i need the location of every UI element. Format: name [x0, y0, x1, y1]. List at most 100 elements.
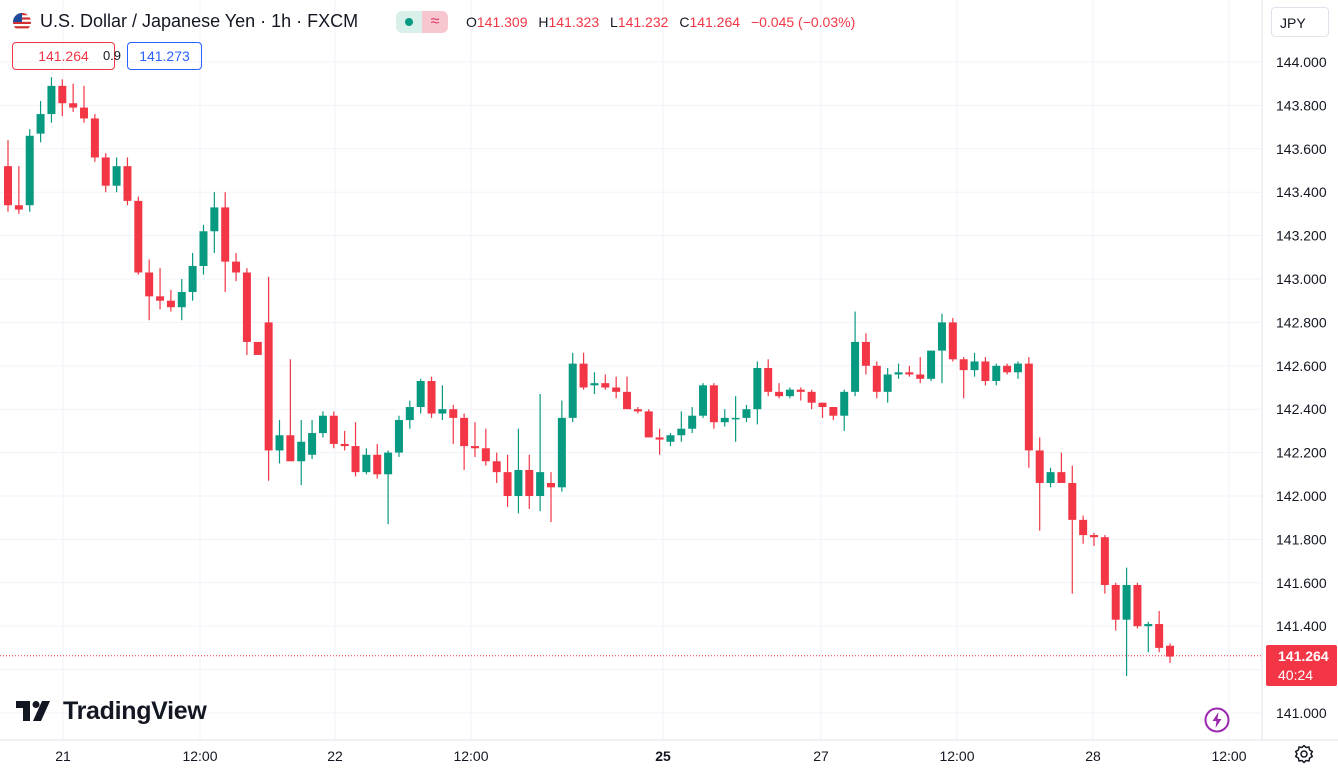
candle-body	[796, 389, 805, 392]
candle	[58, 79, 67, 117]
candle-body	[384, 452, 393, 475]
candle-body	[905, 372, 914, 375]
candle-body	[1035, 450, 1044, 483]
candle-body	[470, 446, 479, 449]
price-tick-label: 142.800	[1276, 314, 1327, 330]
candle	[253, 341, 262, 355]
candle	[427, 376, 436, 418]
candle-body	[340, 443, 349, 447]
price-tick-label: 143.600	[1276, 141, 1327, 157]
candle-body	[123, 166, 132, 201]
time-tick-label: 27	[813, 748, 829, 764]
candle	[1003, 363, 1012, 375]
candle	[340, 430, 349, 451]
candle-body	[1024, 363, 1033, 451]
candle	[460, 413, 469, 470]
candle	[818, 402, 827, 418]
candle	[764, 359, 773, 397]
candle	[601, 374, 610, 390]
candle	[145, 259, 154, 321]
candle-body	[579, 363, 588, 388]
candle-body	[829, 407, 838, 416]
time-tick-label: 21	[55, 748, 71, 764]
candle	[90, 114, 99, 162]
candle	[1155, 611, 1164, 653]
candle	[655, 428, 664, 455]
candle-body	[557, 417, 566, 488]
candle-body	[677, 428, 686, 436]
candle	[1068, 465, 1077, 594]
candle-body	[742, 409, 751, 418]
tradingview-logo-icon	[16, 701, 50, 721]
candle-body	[481, 448, 490, 462]
candle	[405, 400, 414, 429]
candle-body	[655, 437, 664, 440]
candle	[959, 357, 968, 399]
candle	[503, 454, 512, 507]
candle-body	[666, 435, 675, 442]
gear-icon[interactable]	[1294, 744, 1314, 764]
candle	[210, 192, 219, 253]
candle-body	[775, 391, 784, 397]
currency-button[interactable]: JPY	[1271, 7, 1329, 37]
candle-body	[134, 200, 143, 273]
high-value: 141.323	[548, 14, 600, 30]
candle-body	[1122, 584, 1131, 620]
candle	[557, 400, 566, 492]
close-label: C	[679, 14, 690, 30]
candle	[221, 192, 230, 293]
change-value: −0.045 (−0.03%)	[750, 14, 856, 30]
candle-body	[438, 409, 447, 414]
candle-body	[851, 341, 860, 392]
candle	[69, 83, 78, 112]
price-tick-label: 142.400	[1276, 401, 1327, 417]
candle-body	[427, 380, 436, 414]
candle-body	[14, 205, 23, 210]
buy-price-button[interactable]: 141.273	[127, 42, 202, 70]
candle-body	[1100, 537, 1109, 585]
candle-body	[1144, 624, 1153, 627]
open-label: O	[466, 14, 477, 30]
market-open-dot-icon	[405, 18, 413, 26]
time-axis[interactable]: 21 12:00 22 12:00 25 27 12:00 28 12:00	[55, 748, 1247, 764]
candle	[199, 224, 208, 275]
candle-body	[166, 300, 175, 308]
candle	[1057, 452, 1066, 483]
candle	[264, 276, 273, 481]
price-tick-label: 141.400	[1276, 618, 1327, 634]
sell-price-button[interactable]: 141.264	[12, 42, 115, 70]
bar-countdown: 40:24	[1278, 667, 1314, 683]
candle-body	[753, 367, 762, 410]
symbol-title[interactable]: U.S. Dollar / Japanese Yen · 1h · FXCM	[40, 11, 359, 31]
lightning-icon[interactable]	[1204, 707, 1230, 733]
candle-body	[992, 365, 1001, 381]
market-status-pill[interactable]: ≈	[396, 11, 448, 33]
candle-body	[329, 415, 338, 444]
candle	[47, 77, 56, 123]
candle-body	[101, 157, 110, 186]
candle-body	[785, 389, 794, 397]
candle-body	[25, 135, 34, 206]
candle	[449, 404, 458, 444]
us-flag-icon	[13, 13, 31, 31]
candle-body	[156, 296, 165, 301]
price-axis[interactable]: 144.000 143.800 143.600 143.400 143.200 143.0…	[1276, 54, 1327, 721]
candle	[970, 352, 979, 377]
candle	[927, 350, 936, 381]
candle	[514, 428, 523, 514]
candle	[492, 452, 501, 483]
candle-body	[351, 446, 360, 473]
candle-body	[894, 372, 903, 375]
candle	[36, 101, 45, 143]
candle	[416, 378, 425, 414]
ohlc-legend: O141.309 H141.323 L141.232 C141.264 −0.0…	[466, 14, 862, 30]
candle	[1122, 567, 1131, 677]
candle-body	[1046, 472, 1055, 483]
candle-body	[58, 85, 67, 104]
price-tick-label: 143.400	[1276, 184, 1327, 200]
candle	[992, 363, 1001, 386]
candle	[709, 383, 718, 429]
price-tick-label: 144.000	[1276, 54, 1327, 70]
candle	[688, 407, 697, 434]
